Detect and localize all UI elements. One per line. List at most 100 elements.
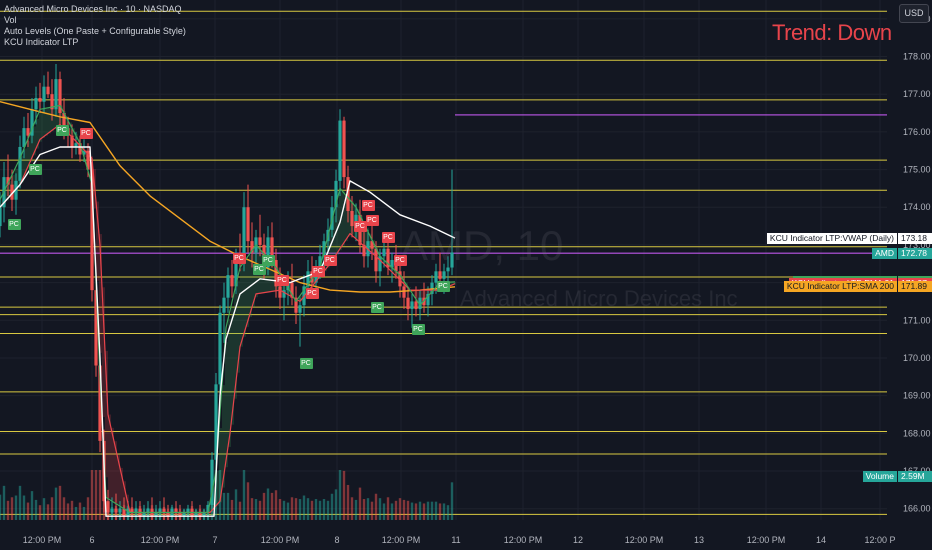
volume-bar	[290, 497, 294, 520]
volume-bar	[306, 498, 310, 520]
candle-body	[438, 271, 442, 279]
currency-button[interactable]: USD	[899, 4, 929, 23]
candle-body	[118, 508, 122, 513]
candle-body	[310, 271, 314, 283]
volume-bar	[402, 499, 406, 520]
indicator-auto-levels[interactable]: Auto Levels (One Paste + Configurable St…	[4, 26, 186, 36]
volume-bar	[6, 500, 10, 520]
volume-bar	[238, 501, 242, 520]
volume-bar	[254, 499, 258, 520]
volume-bar	[418, 501, 422, 520]
volume-bar	[34, 499, 38, 520]
ribbon-segment	[270, 260, 273, 292]
price-axis[interactable]: 166.00 167.00 168.00 169.00 170.00 171.00 172.…	[887, 0, 932, 550]
volume-bar	[414, 503, 418, 520]
volume-bar	[54, 487, 58, 520]
volume-bar	[266, 488, 270, 520]
candle-body	[386, 248, 390, 268]
candle-body	[218, 312, 222, 385]
indicator-vol[interactable]: Vol	[4, 15, 17, 25]
price-tick-label: 166.00	[903, 504, 931, 514]
candle-body	[370, 241, 374, 249]
time-tick-label: 7	[212, 535, 217, 545]
volume-bar	[386, 497, 390, 520]
symbol-title[interactable]: Advanced Micro Devices Inc · 10 · NASDAQ	[4, 4, 182, 14]
candle-body	[0, 207, 2, 227]
candle-body	[354, 214, 358, 227]
pc-bear-label: PC	[305, 288, 319, 300]
volume-bar	[294, 498, 298, 520]
candle-body	[274, 260, 278, 287]
candle-body	[250, 241, 254, 253]
price-tick-label: 173.00	[903, 240, 931, 250]
volume-bar	[230, 499, 234, 520]
volume-bar	[250, 498, 254, 520]
volume-bar	[382, 503, 386, 520]
candle-body	[434, 271, 438, 283]
ribbon-segment	[348, 197, 351, 237]
volume-bar	[370, 501, 374, 520]
candle-body	[406, 297, 410, 309]
volume-bar	[318, 500, 322, 520]
indicator-kcu[interactable]: KCU Indicator LTP	[4, 37, 79, 47]
ribbon-segment	[228, 319, 231, 447]
candle-body	[270, 237, 274, 260]
candle-body	[278, 286, 282, 298]
volume-bar	[10, 497, 14, 520]
candle-body	[230, 275, 234, 287]
candle-body	[58, 79, 62, 114]
candle-body	[350, 211, 354, 227]
volume-bar	[222, 492, 226, 520]
candle-body	[26, 128, 30, 136]
candle-body	[110, 508, 114, 513]
pc-bear-label: PC	[323, 254, 337, 266]
candle-body	[214, 384, 218, 460]
ribbon-segment	[12, 174, 15, 194]
volume-bar	[58, 485, 62, 520]
volume-bar	[62, 497, 66, 520]
pc-bear-label: PC	[353, 220, 367, 232]
volume-bar	[22, 495, 26, 520]
candle-body	[210, 459, 214, 505]
time-axis[interactable]: 12:00 PM 6 12:00 PM 7 12:00 PM 8 12:00 PM 11 12:…	[0, 528, 932, 550]
time-tick-label: 13	[694, 535, 704, 545]
candle-body	[46, 86, 50, 95]
ribbon-segment	[42, 108, 45, 138]
auto-levels	[0, 10, 887, 515]
candle-body	[378, 256, 382, 272]
candle-body	[6, 177, 10, 185]
ribbon-segment	[222, 385, 225, 488]
time-axis-bg	[0, 528, 932, 550]
time-tick-label: 6	[89, 535, 94, 545]
ribbon-segment	[120, 467, 123, 507]
ribbon-segment	[72, 128, 75, 138]
ribbon-segment	[69, 122, 72, 134]
volume-bar	[322, 499, 326, 520]
ribbon-segment	[36, 119, 39, 149]
volume-bar	[242, 470, 246, 520]
volume-bar	[38, 505, 42, 520]
volume-bar	[426, 501, 430, 520]
volume-bar	[262, 492, 266, 520]
volume-bar	[258, 500, 262, 520]
ribbon-segment	[342, 190, 345, 246]
candle-body	[82, 150, 86, 155]
volume-bar	[282, 500, 286, 520]
candle-body	[318, 256, 322, 268]
ribbon-segment	[48, 107, 51, 134]
price-tag-label-amd: AMD	[872, 247, 897, 259]
volume-bar	[442, 503, 446, 520]
volume-bar	[450, 482, 454, 520]
sma200-line	[0, 101, 456, 293]
volume-bar	[366, 498, 370, 520]
ribbon-segment	[330, 227, 333, 264]
price-tick-label: 169.00	[903, 391, 931, 401]
candle-body	[178, 512, 182, 517]
ribbon-segment	[243, 263, 246, 337]
candle-body	[98, 365, 102, 441]
ribbon-segment	[246, 259, 249, 327]
candle-body	[226, 275, 230, 298]
